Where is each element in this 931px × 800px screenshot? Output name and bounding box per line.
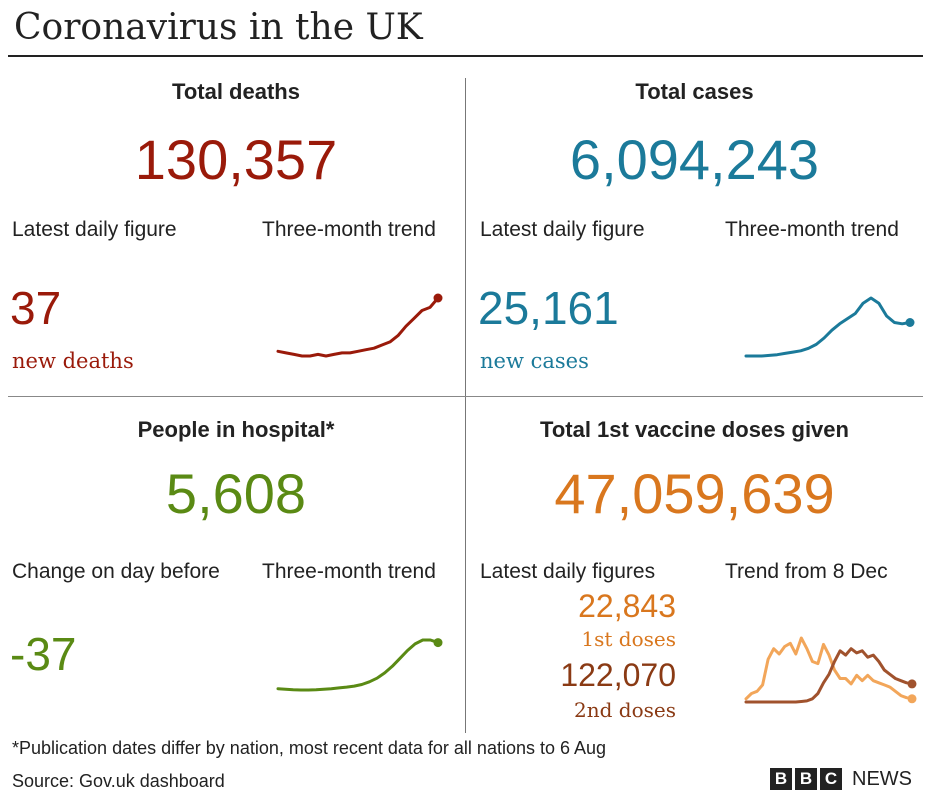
vaccine-second-value: 122,070 bbox=[560, 657, 676, 693]
cases-latest-label: Latest daily figure bbox=[480, 218, 645, 241]
deaths-trend-label: Three-month trend bbox=[262, 218, 436, 241]
horizontal-divider bbox=[8, 396, 923, 397]
bbc-news-wordmark: NEWS bbox=[852, 768, 912, 790]
hospital-change-label: Change on day before bbox=[12, 560, 220, 583]
cases-trend-line-end-point bbox=[905, 318, 915, 327]
hospital-trend-label: Three-month trend bbox=[262, 560, 436, 583]
cases-trend-label: Three-month trend bbox=[725, 218, 899, 241]
cases-daily-value: 25,161 bbox=[478, 282, 619, 334]
vaccine-heading: Total 1st vaccine doses given bbox=[540, 417, 849, 442]
hospital-trend-line-end-point bbox=[433, 638, 443, 648]
vaccine-second-doses-line bbox=[744, 647, 914, 704]
hospital-trend-chart bbox=[276, 638, 443, 692]
vaccine-trend-label: Trend from 8 Dec bbox=[725, 560, 888, 583]
vaccine-trend-chart bbox=[744, 636, 917, 704]
deaths-latest-label: Latest daily figure bbox=[12, 218, 177, 241]
vertical-divider bbox=[465, 78, 466, 733]
hospital-heading: People in hospital* bbox=[137, 417, 335, 442]
deaths-heading: Total deaths bbox=[172, 79, 300, 104]
hospital-total: 5,608 bbox=[165, 462, 307, 525]
vaccine-total: 47,059,639 bbox=[554, 462, 835, 525]
cases-total: 6,094,243 bbox=[569, 128, 820, 191]
bbc-logo-letter: C bbox=[820, 768, 842, 790]
title-divider bbox=[8, 55, 923, 57]
bbc-news-logo: B B C NEWS bbox=[770, 768, 912, 790]
deaths-trend-line-end-point bbox=[433, 293, 443, 303]
deaths-daily-value: 37 bbox=[10, 282, 62, 334]
cases-daily-sub: new cases bbox=[480, 349, 589, 373]
vaccine-first-sub: 1st doses bbox=[581, 627, 676, 651]
deaths-trend-chart bbox=[276, 293, 443, 358]
source-note: Source: Gov.uk dashboard bbox=[12, 771, 225, 791]
hospital-change-value: -37 bbox=[10, 628, 77, 680]
cases-trend-line bbox=[744, 296, 912, 358]
cases-trend-chart bbox=[744, 296, 915, 358]
footnote: *Publication dates differ by nation, mos… bbox=[12, 738, 607, 758]
deaths-total: 130,357 bbox=[134, 128, 338, 191]
vaccine-second-sub: 2nd doses bbox=[574, 698, 676, 722]
deaths-trend-line bbox=[276, 296, 440, 358]
deaths-daily-sub: new deaths bbox=[12, 349, 134, 373]
cases-heading: Total cases bbox=[635, 79, 754, 104]
vaccine-latest-label: Latest daily figures bbox=[480, 560, 656, 583]
bbc-logo-letter: B bbox=[795, 768, 817, 790]
page-title: Coronavirus in the UK bbox=[14, 7, 423, 48]
hospital-trend-line bbox=[276, 638, 440, 692]
vaccine-second-doses-line-end-point bbox=[907, 679, 917, 689]
vaccine-first-value: 22,843 bbox=[578, 588, 676, 624]
bbc-logo-letter: B bbox=[770, 768, 792, 790]
vaccine-first-doses-line-end-point bbox=[907, 694, 917, 704]
vaccine-first-doses-line bbox=[744, 636, 914, 701]
